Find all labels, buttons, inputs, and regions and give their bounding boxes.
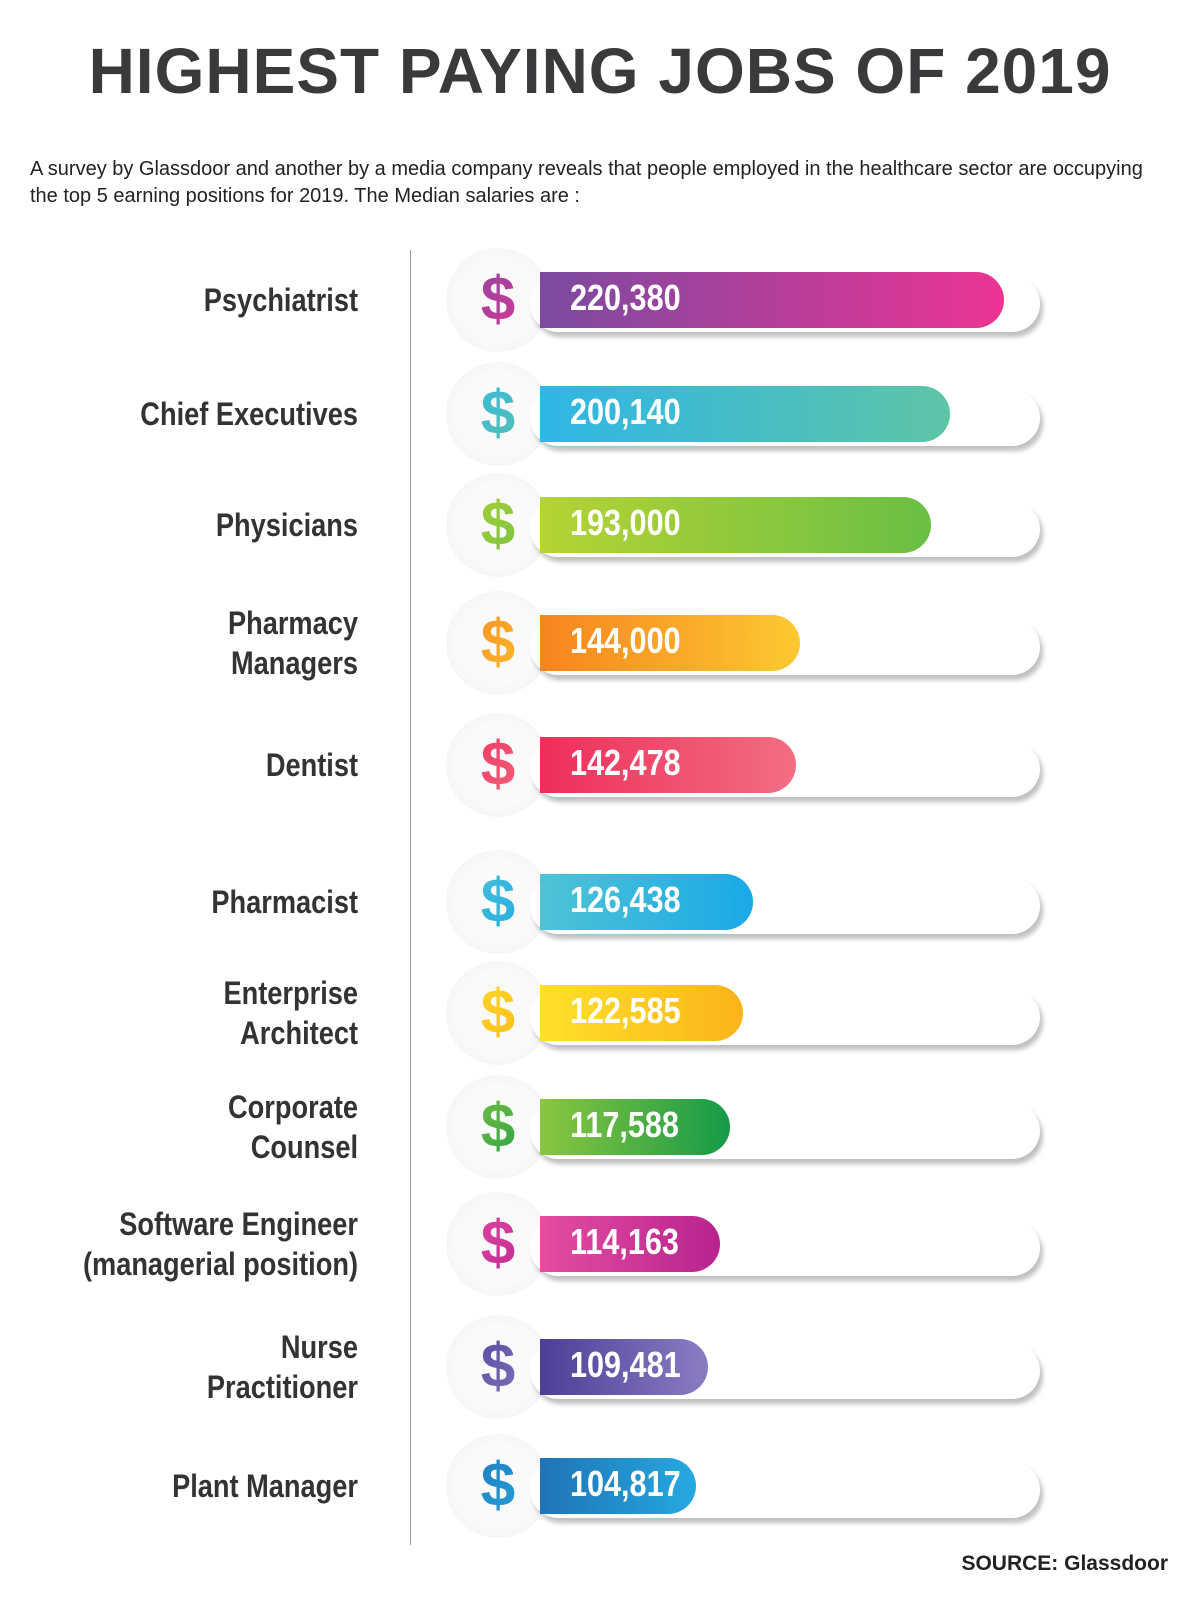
dollar-icon: $ (446, 1091, 550, 1163)
bar (540, 386, 950, 442)
dollar-icon: $ (446, 607, 550, 679)
bar (540, 737, 796, 793)
category-label: Plant Manager (172, 1468, 358, 1504)
bar-value-label: 144,000 (570, 620, 681, 661)
dollar-icon: $ (446, 1331, 550, 1403)
bar (540, 985, 743, 1041)
category-label: Pharmacy Managers (227, 605, 358, 681)
category-label: Nurse Practitioner (206, 1329, 358, 1405)
dollar-icon: $ (446, 378, 550, 450)
dollar-icon: $ (446, 866, 550, 938)
bar-value-label: 109,481 (570, 1344, 681, 1385)
bar (540, 1339, 708, 1395)
chart-description: A survey by Glassdoor and another by a m… (30, 158, 1143, 207)
bar-value-label: 122,585 (570, 990, 681, 1031)
category-label: Pharmacist (211, 884, 358, 920)
bar (540, 272, 1004, 328)
chart-title: HIGHEST PAYING JOBS OF 2019 (88, 35, 1112, 107)
bar-value-label: 220,380 (570, 277, 681, 318)
dollar-badge: $ (446, 1434, 550, 1538)
bar-value-label: 200,140 (570, 391, 681, 432)
category-label: Chief Executives (140, 396, 358, 432)
category-label: Corporate Counsel (228, 1089, 358, 1165)
bar (540, 874, 754, 930)
dollar-icon: $ (446, 1450, 550, 1522)
dollar-icon: $ (446, 729, 550, 801)
bar (540, 615, 801, 671)
bar (540, 1099, 730, 1155)
dollar-icon: $ (446, 1208, 550, 1280)
bar (540, 1458, 696, 1514)
category-label: Psychiatrist (203, 282, 358, 318)
dollar-icon: $ (446, 489, 550, 561)
category-label: Dentist (265, 747, 358, 783)
bar-value-label: 104,817 (570, 1463, 681, 1504)
bar-value-label: 126,438 (570, 879, 681, 920)
bar-value-label: 193,000 (570, 502, 681, 543)
source-note: SOURCE: Glassdoor (961, 1552, 1168, 1575)
bar-value-label: 114,163 (570, 1221, 679, 1262)
bar-value-label: 117,588 (570, 1104, 679, 1145)
category-label: Enterprise Architect (223, 975, 358, 1051)
bar (540, 1216, 721, 1272)
category-label: Physicians (215, 507, 358, 543)
dollar-icon: $ (446, 977, 550, 1049)
axis-divider (410, 250, 411, 1545)
bar-value-label: 142,478 (570, 742, 681, 783)
bar (540, 497, 931, 553)
category-label: Software Engineer (managerial position) (82, 1206, 358, 1282)
dollar-icon: $ (446, 264, 550, 336)
